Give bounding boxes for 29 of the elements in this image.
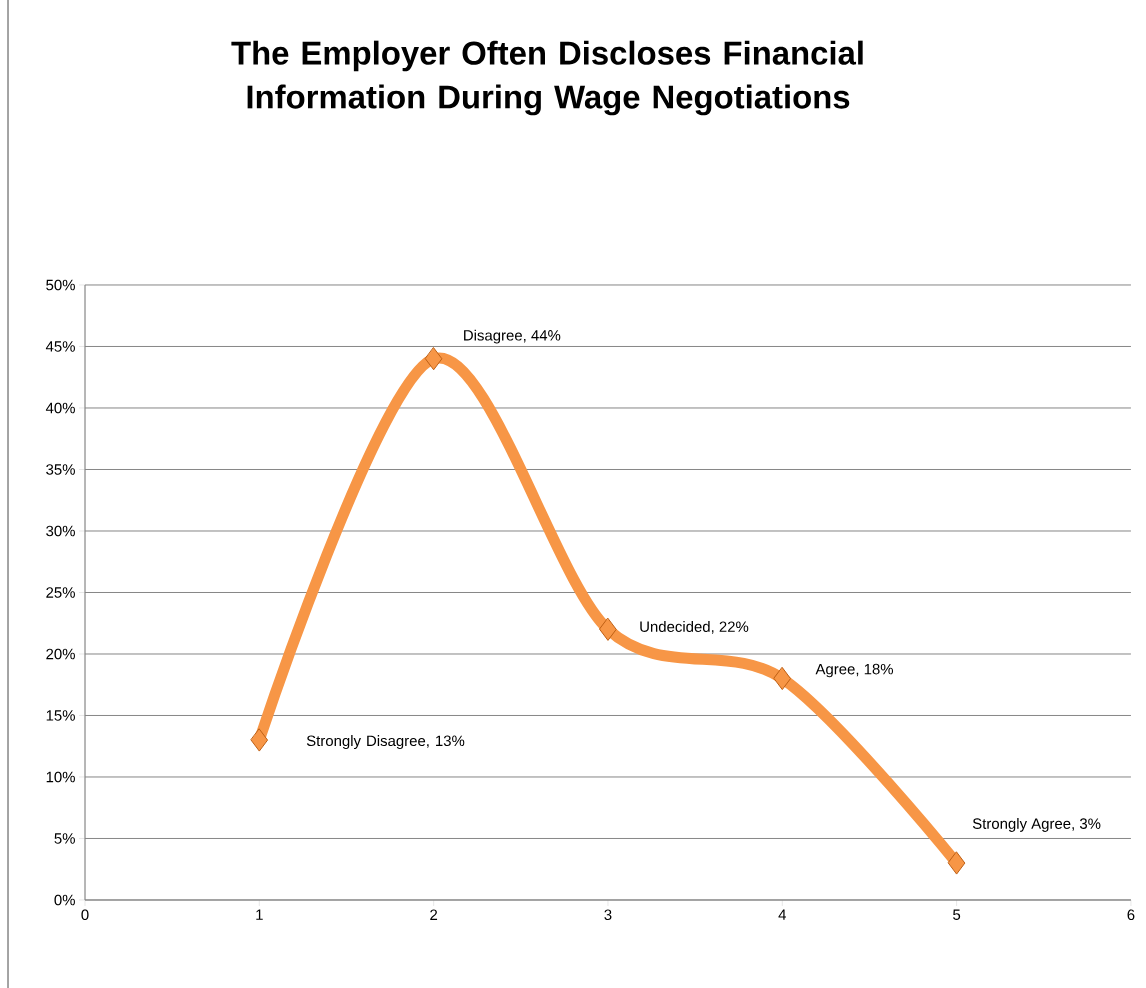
x-tick-label: 1 bbox=[256, 909, 263, 920]
text: Strongly Disagree, 13% bbox=[306, 735, 465, 750]
point bbox=[947, 851, 966, 875]
y-tick-label: 40% bbox=[45, 402, 75, 414]
x-tick-label: 3 bbox=[604, 909, 612, 921]
y-tick-label: 50% bbox=[46, 279, 75, 291]
y-tick-label: 20% bbox=[46, 648, 75, 660]
x-tick-label: 5 bbox=[953, 909, 961, 920]
y-tick-label: 15% bbox=[46, 710, 75, 721]
y-tick-label: 5% bbox=[54, 833, 75, 844]
point bbox=[250, 728, 269, 752]
point bbox=[773, 667, 792, 691]
text: Agree, 18% bbox=[815, 663, 894, 678]
y-tick-label: 35% bbox=[46, 464, 75, 475]
y-tick-label: 0% bbox=[54, 894, 75, 906]
y-tick-label: 30% bbox=[46, 525, 75, 537]
y-tick-label: 25% bbox=[46, 587, 75, 598]
x-tick-label: 2 bbox=[430, 909, 438, 920]
text: Disagree, 44% bbox=[464, 329, 561, 344]
x-tick-label: 6 bbox=[1127, 909, 1135, 921]
text: Undecided, 22% bbox=[640, 621, 749, 634]
point bbox=[599, 617, 617, 641]
point bbox=[424, 347, 443, 371]
y-tick-label: 45% bbox=[45, 341, 75, 352]
x-tick-label: 4 bbox=[778, 909, 787, 920]
chart-title: The Employer Often Discloses Financial Information During Wage Negotiations bbox=[231, 40, 863, 116]
x-tick-label: 0 bbox=[81, 909, 89, 921]
text: Strongly Agree, 3% bbox=[972, 817, 1101, 832]
y-tick-label: 10% bbox=[46, 771, 75, 783]
